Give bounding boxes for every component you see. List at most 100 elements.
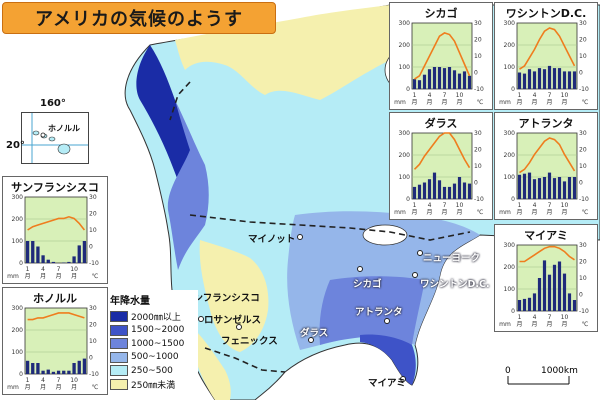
temp-tick-label: 20 xyxy=(89,211,97,218)
us-canada-border xyxy=(189,214,471,241)
legend-label: 2000㎜以上 xyxy=(131,313,181,324)
plot-area xyxy=(516,244,578,312)
chart-title-dallas: ダラス xyxy=(424,117,458,130)
month-tick-label: 7 xyxy=(548,202,552,209)
precip-tick-label: 300 xyxy=(12,194,24,201)
precip-bar xyxy=(422,74,427,89)
wet-zone-gulf xyxy=(360,334,416,385)
temp-tick-label: 0 xyxy=(579,70,583,77)
precip-bar xyxy=(542,69,547,89)
temp-unit-label: ℃ xyxy=(477,99,484,106)
month-tick-label: 4 xyxy=(533,314,537,321)
precip-bar xyxy=(41,255,45,263)
chart-panel-dallas: ダラス 300 200 100 0 30 20 10 0 -10 1 月 4 月 7 月 10 月 mm ℃ xyxy=(389,112,493,220)
city-label-phoenix: フェニックス xyxy=(221,336,278,347)
month-tick-label: 7 xyxy=(548,92,552,99)
legend-swatch xyxy=(110,378,128,390)
precip-tick-label: 300 xyxy=(504,20,516,27)
temp-tick-label: 30 xyxy=(89,194,97,201)
month-unit-label: 月 xyxy=(561,321,567,328)
month-tick-label: 1 xyxy=(518,202,522,209)
precip-bar xyxy=(552,68,557,89)
precip-bar xyxy=(72,256,76,263)
precip-tick-label: 200 xyxy=(504,42,516,49)
month-unit-label: 月 xyxy=(561,209,567,216)
city-dot-chicago xyxy=(357,266,363,272)
precip-bar xyxy=(412,79,417,89)
temp-tick-label: 30 xyxy=(579,130,587,137)
month-tick-label: 10 xyxy=(456,202,464,209)
precip-unit-label: mm xyxy=(394,99,406,106)
legend-swatch xyxy=(110,365,128,377)
city-dot-phoenix xyxy=(236,324,242,330)
precip-tick-label: 0 xyxy=(406,86,410,93)
month-tick-label: 7 xyxy=(548,314,552,321)
precip-bar xyxy=(537,178,542,199)
temp-tick-label: 10 xyxy=(89,338,97,345)
precip-bar xyxy=(517,174,522,199)
month-unit-label: 月 xyxy=(56,273,62,280)
precip-bar xyxy=(572,71,577,89)
month-tick-label: 10 xyxy=(561,314,569,321)
precip-bar xyxy=(572,300,577,311)
temp-tick-label: -10 xyxy=(579,308,589,315)
chart-title-washington: ワシントンD.C. xyxy=(505,7,587,20)
chart-panel-washington: ワシントンD.C. 300 200 100 0 30 20 10 0 -10 1 月 4 月 7 月 10 月 m… xyxy=(494,2,598,110)
legend-label: 1000~1500 xyxy=(131,338,185,349)
precip-unit-label: mm xyxy=(7,384,19,391)
month-unit-label: 月 xyxy=(411,209,417,216)
temp-tick-label: 10 xyxy=(579,163,587,170)
precip-bar xyxy=(567,71,572,89)
month-unit-label: 月 xyxy=(531,209,537,216)
city-label-washington: ワシントンD.C. xyxy=(420,279,490,290)
month-unit-label: 月 xyxy=(546,209,552,216)
precip-bar xyxy=(51,261,56,263)
temp-unit-label: ℃ xyxy=(582,209,589,216)
precip-unit-label: mm xyxy=(499,321,511,328)
precip-tick-label: 100 xyxy=(399,174,411,181)
temp-tick-label: 10 xyxy=(579,53,587,60)
precip-bar xyxy=(457,73,462,89)
precip-tick-label: 200 xyxy=(504,152,516,159)
precip-bar xyxy=(67,261,71,263)
city-label-newyork: ニューヨーク xyxy=(423,253,481,264)
temperature-line xyxy=(414,32,471,80)
temp-unit-label: ℃ xyxy=(582,99,589,106)
precip-unit-label: mm xyxy=(7,273,19,280)
precip-bar xyxy=(452,70,457,89)
precip-bar xyxy=(517,300,522,311)
temperature-line xyxy=(27,215,86,231)
precip-bar xyxy=(557,68,562,89)
temperature-line xyxy=(519,27,576,70)
month-unit-label: 月 xyxy=(426,209,432,216)
precip-bar xyxy=(31,363,35,374)
precip-bar xyxy=(442,68,447,89)
precip-tick-label: 300 xyxy=(504,242,516,249)
month-tick-label: 10 xyxy=(561,92,569,99)
city-label-atlanta: アトランタ xyxy=(355,307,403,318)
precip-tick-label: 200 xyxy=(12,327,24,334)
precip-bar xyxy=(552,178,557,199)
city-dot-atlanta xyxy=(384,318,390,324)
wet-zone-coast-mid xyxy=(167,100,209,270)
city-dot-minot xyxy=(297,234,303,240)
precip-bar xyxy=(517,72,522,89)
month-tick-label: 7 xyxy=(57,377,61,384)
month-unit-label: 月 xyxy=(516,321,522,328)
chart-title-chicago: シカゴ xyxy=(424,7,458,20)
precip-tick-label: 0 xyxy=(19,371,23,378)
precip-bar xyxy=(567,293,572,311)
temp-tick-label: 30 xyxy=(579,20,587,27)
month-tick-label: 7 xyxy=(443,92,447,99)
scale-distance: 1000km xyxy=(541,366,578,376)
scale-bar: 0 1000km xyxy=(505,366,578,396)
month-unit-label: 月 xyxy=(456,209,462,216)
month-tick-label: 10 xyxy=(561,202,569,209)
temp-tick-label: 20 xyxy=(579,147,587,154)
chart-title-atlanta: アトランタ xyxy=(518,117,574,130)
legend-swatch xyxy=(110,324,128,336)
legend-title: 年降水量 xyxy=(110,296,150,307)
month-unit-label: 月 xyxy=(516,99,522,106)
precip-bar xyxy=(562,71,567,89)
legend-label: 250㎜未満 xyxy=(131,380,176,391)
